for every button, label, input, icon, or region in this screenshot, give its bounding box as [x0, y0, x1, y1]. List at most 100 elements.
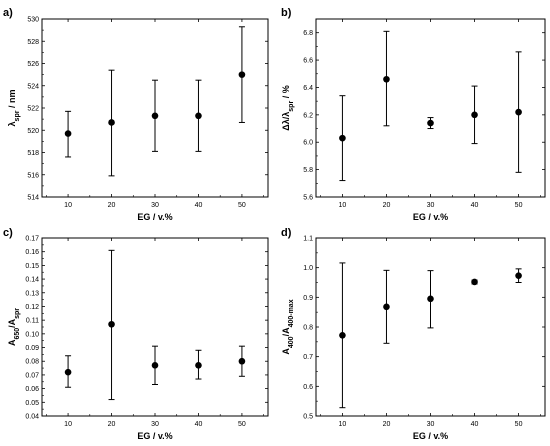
y-tick-label: 6.8 — [303, 30, 313, 37]
x-tick-label: 20 — [383, 202, 391, 209]
y-tick-label: 516 — [27, 172, 39, 179]
data-point — [238, 71, 246, 78]
y-tick-label: 0.05 — [25, 400, 39, 407]
y-label-main: A — [281, 348, 291, 355]
y-tick-label: 6.4 — [303, 85, 313, 92]
y-label-sub2: spr — [14, 308, 21, 319]
y-tick-label: 1.1 — [303, 236, 313, 243]
x-tick-label: 50 — [238, 202, 246, 209]
y-tick-label: 0.13 — [25, 290, 39, 297]
y-tick-label: 528 — [27, 39, 39, 46]
x-tick-label: 30 — [427, 202, 435, 209]
y-tick-label: 0.8 — [303, 325, 313, 332]
y-label-sub: spr — [14, 110, 21, 121]
data-point — [427, 119, 434, 127]
x-tick-label: 40 — [195, 202, 203, 209]
y-axis-label: A650/Aspr — [7, 308, 21, 346]
y-tick-label: 6.6 — [303, 58, 313, 65]
y-tick-label: 520 — [27, 128, 39, 135]
y-label-main: Δλ/λ — [281, 112, 291, 131]
y-label-tail: / % — [281, 85, 291, 101]
x-tick-label: 40 — [195, 421, 203, 428]
data-point — [238, 357, 246, 365]
x-axis-label: EG / v.% — [137, 212, 172, 222]
data-point — [195, 112, 202, 120]
data-point — [471, 111, 478, 119]
y-tick-label: 0.9 — [303, 295, 313, 302]
x-tick-label: 40 — [471, 421, 479, 428]
y-tick-label: 5.6 — [303, 195, 313, 202]
x-tick-label: 50 — [515, 202, 523, 209]
y-tick-label: 0.16 — [25, 249, 39, 256]
data-point — [151, 362, 159, 369]
y-label-mid: /A — [281, 327, 291, 337]
data-point — [427, 295, 434, 303]
data-point — [383, 303, 390, 311]
y-tick-label: 6.2 — [303, 112, 313, 119]
data-point — [151, 112, 159, 120]
x-tick-label: 30 — [151, 202, 159, 209]
y-label-main: A — [7, 339, 17, 346]
y-tick-label: 0.14 — [25, 277, 39, 284]
y-tick-label: 1.0 — [303, 265, 313, 272]
x-tick-label: 20 — [108, 202, 116, 209]
x-tick-label: 10 — [339, 202, 347, 209]
y-label-sub: 400 — [288, 336, 295, 348]
panel-c: c) 0.04 0.05 0.06 0.07 0.08 0.09 0.10 0.11 0.12 0.… — [3, 227, 269, 441]
y-axis-label: λspr / nm — [7, 90, 21, 127]
panel-label: b) — [281, 7, 292, 19]
y-tick-label: 0.11 — [26, 318, 39, 325]
data-point — [108, 320, 115, 328]
data-point — [515, 272, 522, 279]
data-point — [339, 332, 346, 339]
data-point — [195, 362, 202, 369]
y-tick-label: 0.07 — [25, 372, 39, 379]
y-tick-label: 514 — [27, 195, 39, 202]
y-tick-label: 530 — [27, 17, 39, 24]
y-axis-label: A400/A400-max — [281, 299, 295, 354]
x-tick-label: 10 — [64, 421, 72, 428]
y-tick-label: 0.15 — [25, 263, 39, 270]
y-tick-label: 0.06 — [25, 386, 39, 393]
data-point — [64, 130, 72, 137]
data-point — [339, 134, 346, 142]
panel-d: d) 0.5 0.6 0.7 0.8 0.9 1.0 1.1 10 20 30 40 50 EG / v.… — [281, 227, 546, 441]
data-point — [108, 119, 115, 126]
y-tick-label: 5.8 — [303, 167, 313, 174]
y-label-mid: /A — [7, 318, 17, 328]
data-point — [383, 75, 390, 83]
x-tick-label: 40 — [471, 202, 479, 209]
y-tick-label: 0.10 — [25, 331, 39, 338]
y-label-sub: spr — [288, 101, 295, 112]
panel-label: d) — [281, 227, 292, 239]
y-tick-label: 0.08 — [25, 359, 39, 366]
panel-b: b) 5.6 5.8 6.0 6.2 6.4 6.6 6.8 10 20 30 40 50 EG / v.… — [281, 7, 546, 222]
y-tick-label: 0.5 — [303, 414, 313, 421]
x-tick-label: 10 — [64, 202, 72, 209]
y-tick-label: 0.7 — [303, 354, 313, 361]
x-tick-label: 30 — [427, 421, 435, 428]
y-tick-label: 518 — [27, 150, 39, 157]
data-point — [64, 368, 72, 376]
x-axis-label: EG / v.% — [413, 431, 448, 441]
y-tick-label: 0.17 — [25, 236, 39, 243]
y-tick-label: 0.04 — [25, 414, 39, 421]
panel-label: c) — [3, 227, 13, 239]
y-label-sub: 650 — [14, 328, 21, 340]
x-tick-label: 30 — [151, 421, 159, 428]
y-axis-label: Δλ/λspr / % — [281, 85, 295, 130]
panel-label: a) — [3, 7, 13, 19]
x-tick-label: 10 — [339, 421, 347, 428]
x-axis-label: EG / v.% — [137, 431, 172, 441]
x-tick-label: 20 — [108, 421, 116, 428]
y-label-sub2: 400-max — [288, 299, 295, 327]
panel-a: a) 514 516 518 520 522 524 526 528 530 10 20 30 40 50 E… — [3, 7, 269, 222]
y-label-main: λ — [7, 121, 17, 126]
plot-frame — [41, 237, 269, 417]
x-tick-label: 50 — [238, 421, 246, 428]
x-tick-label: 20 — [383, 421, 391, 428]
y-tick-label: 0.09 — [25, 345, 39, 352]
y-tick-label: 526 — [27, 61, 39, 68]
y-tick-label: 6.0 — [303, 140, 313, 147]
